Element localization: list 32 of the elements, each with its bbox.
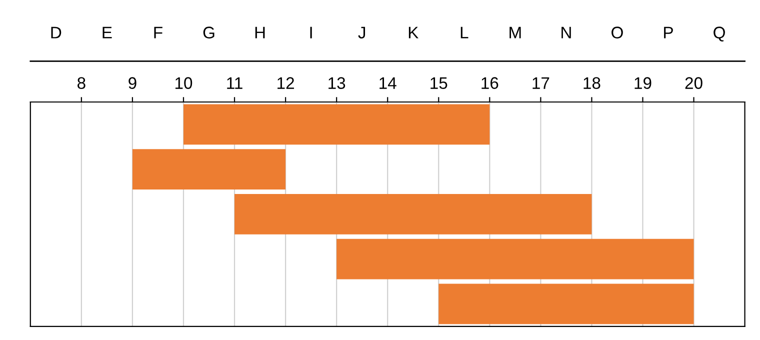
text: L xyxy=(460,26,468,38)
text: K xyxy=(408,26,418,38)
x-tick-label: 20 xyxy=(685,77,702,89)
bar xyxy=(438,284,694,324)
x-tick-label: 16 xyxy=(482,77,498,89)
text: I xyxy=(310,26,312,38)
bar xyxy=(336,238,694,280)
text: F xyxy=(154,26,162,38)
bar xyxy=(183,104,490,145)
x-tick-label: 8 xyxy=(78,77,86,89)
x-tick-label: 14 xyxy=(380,77,396,89)
text: M xyxy=(510,26,521,38)
text: E xyxy=(102,26,112,38)
text: G xyxy=(203,26,214,38)
text: Q xyxy=(714,26,725,42)
x-tick-label: 9 xyxy=(128,77,136,89)
text: O xyxy=(612,26,623,38)
bar xyxy=(234,194,592,234)
text: H xyxy=(255,26,265,38)
x-tick-label: 12 xyxy=(278,77,294,89)
x-tick-label: 17 xyxy=(532,77,550,89)
bar xyxy=(132,149,286,190)
x-tick-label: 18 xyxy=(584,77,600,89)
text: P xyxy=(664,26,673,38)
x-tick-label: 13 xyxy=(328,77,346,89)
x-tick-label: 19 xyxy=(634,77,652,89)
x-tick-label: 11 xyxy=(227,77,242,89)
text: N xyxy=(562,26,571,38)
text: J xyxy=(358,26,366,38)
text: D xyxy=(51,26,62,38)
x-tick-label: 15 xyxy=(430,77,448,89)
x-tick-label: 10 xyxy=(175,77,192,89)
